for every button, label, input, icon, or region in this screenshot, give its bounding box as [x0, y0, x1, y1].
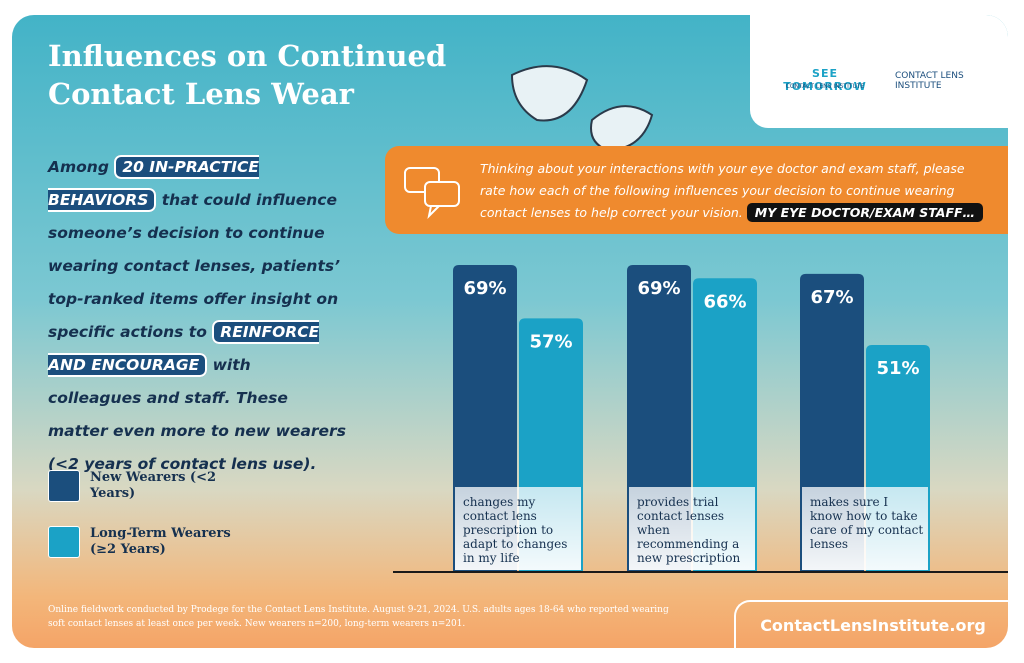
category-label: changes my contact lens prescription to …	[455, 487, 581, 570]
logo: CONTACT LENS INSTITUTE	[895, 71, 964, 91]
speech-icon	[404, 167, 460, 219]
question-banner: Thinking about your interactions with yo…	[385, 146, 1008, 234]
card: Influences on Continued Contact Lens Wea…	[12, 15, 1008, 648]
value-label: 57%	[529, 331, 572, 352]
value-label: 69%	[637, 278, 680, 299]
intro-text: Among	[48, 158, 109, 176]
url: ContactLensInstitute.org	[734, 600, 1008, 648]
title: Influences on Continued Contact Lens Wea…	[48, 39, 447, 111]
legend-item: New Wearers (<2 Years)	[48, 470, 268, 510]
question: Thinking about your interactions with yo…	[480, 158, 990, 224]
value-label: 66%	[703, 291, 746, 312]
legend-swatch	[48, 470, 80, 502]
logo-sub: CONTACT LENS INSTITUTE	[785, 83, 865, 90]
intro: Among 20 IN-PRACTICE BEHAVIORS that coul…	[48, 151, 348, 481]
logo-box: SEE TOMORROW CONTACT LENS INSTITUTE CONT…	[750, 15, 1008, 128]
value-label: 67%	[810, 287, 853, 308]
category-label: provides trial contact lenses when recom…	[629, 487, 755, 570]
lens-illustration	[510, 65, 654, 152]
question-text: Thinking about your interactions with yo…	[480, 161, 965, 220]
value-label: 69%	[463, 278, 506, 299]
value-label: 51%	[876, 358, 919, 379]
legend-text: New Wearers (<2 Years)	[90, 470, 217, 501]
legend-text: Long-Term Wearers (≥2 Years)	[90, 526, 231, 557]
question-highlight: MY EYE DOCTOR/EXAM STAFF…	[746, 203, 984, 222]
footnote: Online fieldwork conducted by Prodege fo…	[48, 605, 669, 629]
legend-swatch	[48, 526, 80, 558]
intro-text: that could influence someone’s decision …	[48, 191, 340, 341]
legend-item: Long-Term Wearers (≥2 Years)	[48, 526, 268, 566]
category-label: makes sure I know how to take care of my…	[802, 487, 928, 570]
logo: SEE TOMORROW	[783, 67, 867, 93]
intro-text: with colleagues and staff. These matter …	[48, 356, 346, 473]
